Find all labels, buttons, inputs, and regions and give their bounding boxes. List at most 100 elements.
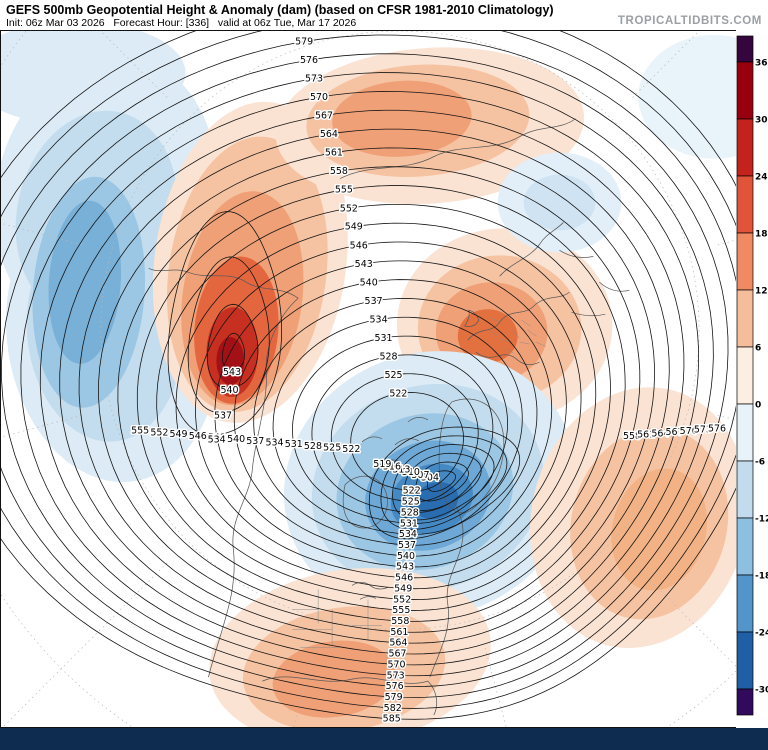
contour-label: 549 [394,583,412,594]
low-contour-504 [427,470,456,492]
map-canvas: 522 522 522 525 525 525 528 528 528 531 531 531 534 5… [0,30,737,728]
contour-549 [175,222,597,590]
contour-label: 564 [651,428,669,439]
contour-label: 546 [350,240,368,251]
low-contour-510 [403,452,482,511]
contour-570 [39,91,700,666]
contour-label: 522 [389,388,407,399]
contour-label: 534 [208,435,226,446]
contour-label: 546 [189,431,207,442]
high-contour-540 [206,303,259,389]
contour-label: 531 [375,333,393,344]
contour-label: 549 [169,429,187,440]
contour-label: 573 [387,670,405,681]
contour-label: 537 [398,540,416,551]
contour-label: 561 [390,627,408,638]
contour-label: 579 [385,692,403,703]
colorbar-svg: 36 30 24 18 12 6 0 -6 -12 -18 -24 -30 [736,35,768,716]
contour-573 [20,72,714,677]
contour-label: 525 [402,497,420,508]
contour-label: 537 [365,296,383,307]
contour-label: 543 [396,562,414,573]
contour-label: 525 [384,370,402,381]
contour-label: 555 [335,185,353,196]
contour-label: 537 [246,436,264,447]
contour-label: 579 [295,37,313,48]
contour-label: 522 [403,486,421,497]
contour-label: 528 [401,507,419,518]
contour-label: 525 [323,442,341,453]
colorbar-tick-label: -6 [755,458,765,468]
colorbar-cell [736,289,754,348]
footer-bar [0,728,768,750]
colorbar-tick-label: -12 [755,515,768,525]
contour-labels: 5225225225255255255285285285315315315345… [130,35,728,726]
contour-label: 519 [373,459,391,470]
contour-label: 540 [360,277,378,288]
contour-label: 546 [395,573,413,584]
contour-552 [156,204,611,600]
contour-label: 558 [623,431,641,442]
contour-label: 543 [355,259,373,270]
contour-label: 567 [666,427,684,438]
contour-label: 567 [388,649,406,660]
contour-label: 558 [391,616,409,627]
contour-label: 564 [389,638,407,649]
contour-label: 552 [150,427,168,438]
map-svg: 5225225225255255255285285285315315315345… [1,31,736,727]
high-contour-543 [221,332,246,372]
contour-label: 552 [340,203,358,214]
colorbar-cell [736,688,754,716]
colorbar-tick-label: 24 [755,173,768,183]
contour-label: 528 [380,351,398,362]
colorbar-tick-label: -18 [755,572,768,582]
contour-label: 555 [131,426,149,437]
contour-label: 510 [402,467,420,478]
contour-522 [350,392,464,492]
graticule [1,31,736,727]
contour-label: 570 [310,92,328,103]
anomaly-blob-arctic-topleft [1,31,186,125]
contour-543 [214,260,567,568]
colorbar: 36 30 24 18 12 6 0 -6 -12 -18 -24 -30 [736,30,768,728]
colorbar-tick-label: 36 [755,59,768,69]
contour-label: 540 [220,385,238,396]
contour-label: 561 [637,430,655,441]
colorbar-tick-label: 12 [755,287,768,297]
contour-label: 540 [227,434,245,445]
contour-label: 504 [421,473,439,484]
contour-582 [1,31,736,709]
high-contour-534 [167,211,283,436]
anomaly-blob-north-pacific-core [48,200,122,364]
contour-579 [1,34,736,698]
contour-label: 576 [300,55,318,66]
contour-558 [117,166,641,622]
colorbar-tick-label: -30 [755,686,768,696]
contour-label: 567 [315,111,333,122]
contour-561 [98,147,655,633]
contour-537 [253,298,538,546]
anomaly-blob-siberia-core [332,80,472,157]
contour-540 [233,279,553,557]
anomaly-blob-europe-core [457,309,518,364]
contour-label: 531 [400,518,418,529]
contour-label: 552 [393,594,411,605]
contour-567 [59,109,685,655]
contour-label: 573 [694,425,712,436]
colorbar-tick-label: 30 [755,116,768,126]
anomaly-blob-arctic-siberia-core [523,174,596,231]
colorbar-cell [736,61,754,120]
contour-label: 555 [392,605,410,616]
colorbar-cell [736,517,754,576]
init-forecast-line: Init: 06z Mar 03 2026 Forecast Hour: [33… [6,17,357,29]
contour-label: 576 [708,423,726,434]
contour-585 [1,31,736,720]
contour-label: 561 [325,148,343,159]
colorbar-cell [736,403,754,462]
contour-label: 540 [397,551,415,562]
high-contour-537 [187,256,270,414]
contour-label: 522 [342,444,360,455]
contour-label: 537 [214,411,232,422]
low-contour-507 [415,461,469,502]
colorbar-tick-label: -24 [755,629,768,639]
